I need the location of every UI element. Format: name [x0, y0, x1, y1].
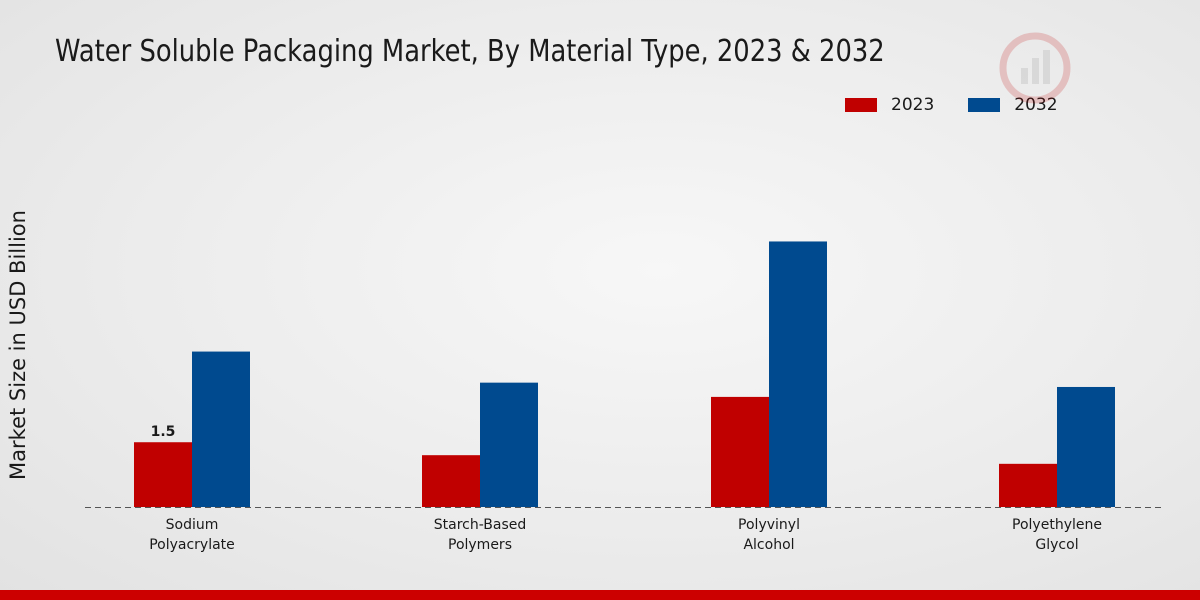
x-tick-label: Polymers — [448, 537, 512, 553]
legend-swatch-2032 — [968, 98, 1001, 112]
legend-item-2032: 2032 — [968, 95, 1058, 115]
x-tick-label: Alcohol — [743, 537, 794, 553]
bar-2032-sodium-polyacrylate — [192, 351, 250, 507]
legend: 2023 2032 — [845, 95, 1092, 115]
bar-2023-polyethylene-glycol — [999, 463, 1057, 507]
x-tick-label: Polyethylene — [1012, 517, 1102, 533]
bottom-accent-bar — [0, 590, 1200, 600]
bar-2032-polyvinyl-alcohol — [769, 241, 827, 507]
chart-title: Water Soluble Packaging Market, By Mater… — [55, 34, 885, 69]
x-tick-label: Starch-Based — [434, 517, 527, 533]
bar-2023-polyvinyl-alcohol — [711, 396, 769, 507]
bar-2032-polyethylene-glycol — [1057, 386, 1115, 507]
legend-label-2032: 2032 — [1014, 95, 1058, 115]
x-tick-label: Polyvinyl — [738, 517, 800, 533]
x-tick-label: Glycol — [1035, 537, 1078, 553]
legend-item-2023: 2023 — [845, 95, 934, 115]
brand-logo-icon — [999, 32, 1071, 104]
data-label: 1.5 — [151, 424, 176, 440]
bar-2032-starch-based-polymers — [480, 382, 538, 507]
bar-2023-sodium-polyacrylate — [134, 442, 192, 507]
legend-swatch-2023 — [845, 98, 877, 112]
x-tick-label: Polyacrylate — [149, 537, 235, 553]
legend-label-2023: 2023 — [891, 95, 935, 115]
x-tick-label: Sodium — [166, 517, 219, 533]
bar-2023-starch-based-polymers — [422, 455, 480, 507]
